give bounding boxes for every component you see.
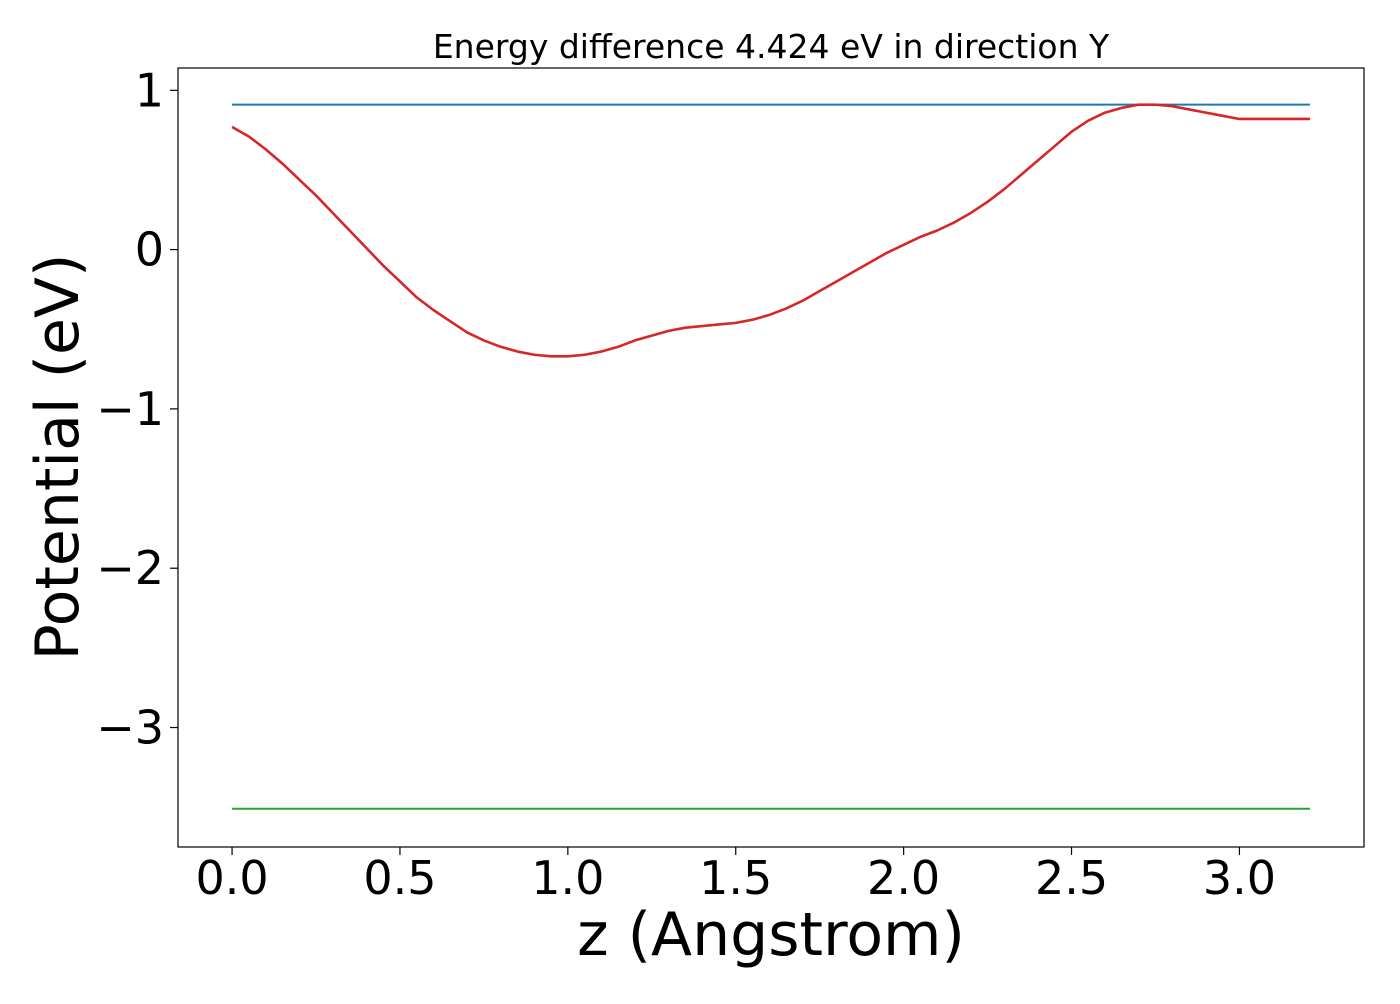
x-tick-label: 1.5 — [699, 851, 772, 905]
y-tick-label: −2 — [96, 541, 164, 595]
series-group — [231, 103, 1310, 810]
x-tick-label: 1.0 — [531, 851, 604, 905]
series-line-3 — [231, 103, 1310, 358]
y-tick-label: −1 — [96, 382, 164, 436]
x-tick-label: 0.0 — [195, 851, 268, 905]
plot-area — [177, 67, 1365, 848]
chart-title: Energy difference 4.424 eV in direction … — [433, 27, 1110, 66]
x-tick-label: 3.0 — [1203, 851, 1276, 905]
x-axis-label: z (Angstrom) — [577, 900, 965, 970]
x-tick-label: 2.0 — [867, 851, 940, 905]
y-tick-label: −3 — [96, 701, 164, 755]
x-tick-label: 2.5 — [1035, 851, 1108, 905]
y-axis-label: Potential (eV) — [23, 254, 93, 661]
plot-frame — [177, 67, 1365, 848]
y-tick-label: 0 — [135, 223, 164, 277]
x-axis-ticks: 0.0 0.5 1.0 1.5 2.0 2.5 3.0 — [195, 847, 1276, 905]
y-tick-label: 1 — [135, 63, 164, 117]
x-tick-label: 0.5 — [363, 851, 436, 905]
y-axis-ticks: 1 0 −1 −2 −3 — [96, 63, 178, 755]
